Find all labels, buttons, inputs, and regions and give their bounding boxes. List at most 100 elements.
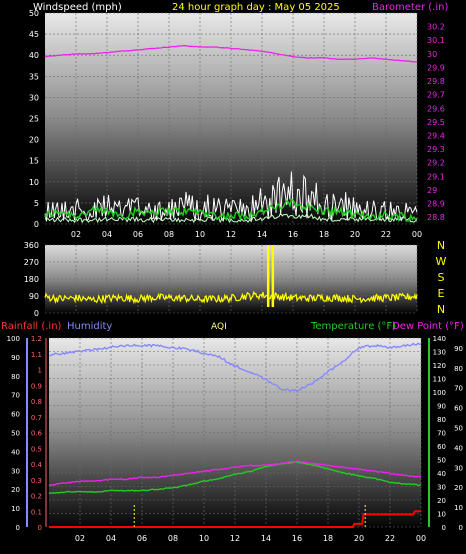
barometer-tick-label: 28.9 (427, 200, 445, 209)
rain-tick-label: 0 (38, 524, 42, 532)
rain-tick-label: 0.8 (31, 398, 42, 406)
barometer-tick-label: 29.1 (427, 172, 445, 181)
temperature-tick-label: 40 (437, 470, 446, 478)
humidity-tick-label: 30 (11, 467, 20, 475)
barometer-line (44, 44, 418, 63)
wind-x-tick-label: 10 (195, 230, 205, 239)
barometer-tick-label: 29.2 (427, 159, 445, 168)
wind-x-tick-label: 16 (288, 230, 298, 239)
wind-axis-ticks: 0 5 10 15 20 25 30 35 40 45 50 (29, 9, 39, 229)
dew-point-line (48, 460, 422, 486)
climate-x-tick-label: 08 (168, 534, 178, 543)
direction-tick-label: 90 (29, 292, 39, 301)
climate-x-tick-label: 02 (75, 534, 85, 543)
temperature-label: Temperature (°F) (310, 321, 396, 332)
rain-tick-label: 1.2 (31, 335, 42, 343)
temperature-tick-label: 10 (437, 511, 446, 519)
dew-point-tick-label: 70 (454, 385, 463, 393)
climate-x-tick-label: 06 (137, 534, 147, 543)
compass-label: N (437, 239, 445, 252)
barometer-tick-label: 29.4 (427, 132, 445, 141)
rain-tick-label: 0.1 (31, 508, 42, 516)
direction-axis-ticks: 0 90 180 270 360 (24, 241, 39, 318)
climate-panel-series (48, 342, 422, 528)
dew-point-tick-label: 40 (454, 444, 463, 452)
humidity-tick-label: 60 (11, 411, 20, 419)
humidity-tick-label: 70 (11, 392, 20, 400)
temperature-tick-label: 60 (437, 443, 446, 451)
barometer-label: Barometer (.in) (372, 2, 448, 13)
compass-label: W (436, 255, 447, 268)
climate-x-tick-label: 00 (416, 534, 426, 543)
direction-tick-label: 270 (24, 258, 39, 267)
climate-x-tick-label: 14 (261, 534, 271, 543)
wind-x-tick-label: 08 (164, 230, 174, 239)
climate-panel-grid (49, 337, 422, 528)
barometer-tick-label: 29 (427, 186, 437, 195)
rain-tick-label: 1 (38, 367, 42, 375)
climate-x-tick-label: 22 (385, 534, 395, 543)
barometer-tick-label: 28.8 (427, 213, 445, 222)
wind-x-tick-label: 00 (412, 230, 422, 239)
dew-point-tick-label: 20 (454, 484, 463, 492)
wind-tick-label: 0 (34, 220, 39, 229)
wind-low-line (44, 212, 418, 224)
climate-x-tick-label: 16 (292, 534, 302, 543)
humidity-tick-label: 50 (11, 430, 20, 438)
climate-x-tick-label: 18 (323, 534, 333, 543)
wind-tick-label: 20 (29, 136, 39, 145)
rain-tick-label: 0.4 (31, 461, 43, 469)
temperature-tick-label: 70 (437, 430, 446, 438)
rainfall-line (49, 510, 421, 528)
temperature-tick-label: 130 (433, 349, 446, 357)
barometer-tick-label: 29.6 (427, 104, 445, 113)
temperature-tick-label: 100 (433, 389, 446, 397)
humidity-tick-label: 100 (7, 335, 20, 343)
humidity-tick-label: 90 (11, 354, 20, 362)
aqi-label: AQI (211, 322, 227, 332)
wind-tick-label: 50 (29, 9, 39, 18)
climate-panel-x-ticks: 02 04 06 08 10 12 14 16 18 20 22 00 (75, 534, 426, 543)
rain-tick-label: 0.7 (31, 414, 42, 422)
dew-point-tick-label: 60 (454, 405, 463, 413)
dew-point-label: Dew Point (°F) (392, 321, 464, 332)
wind-panel-x-ticks: 02 04 06 08 10 12 14 16 18 20 22 00 (71, 230, 422, 239)
temperature-tick-label: 30 (437, 484, 446, 492)
wind-x-tick-label: 12 (226, 230, 236, 239)
temperature-line (48, 461, 422, 494)
rain-tick-label: 0.9 (31, 382, 42, 390)
wind-tick-label: 35 (29, 72, 39, 81)
barometer-tick-label: 30 (427, 50, 437, 59)
rainfall-label: Rainfall (.in) (1, 321, 62, 332)
humidity-tick-label: 10 (11, 505, 20, 513)
climate-x-tick-label: 10 (199, 534, 209, 543)
rain-tick-label: 0.2 (31, 493, 42, 501)
temperature-tick-label: 20 (437, 497, 446, 505)
climate-x-tick-label: 20 (354, 534, 364, 543)
dew-point-tick-label: 0 (459, 524, 463, 532)
windspeed-label: Windspeed (mph) (33, 2, 122, 13)
humidity-tick-label: 0 (16, 524, 20, 532)
climate-panel-axes: 010203040506070809010000.10.20.30.40.50.… (7, 335, 463, 532)
direction-panel-grid (45, 244, 418, 314)
rain-tick-label: 0.3 (31, 477, 42, 485)
wind-tick-label: 5 (34, 199, 39, 208)
temperature-tick-label: 50 (437, 457, 446, 465)
barometer-tick-label: 30.1 (427, 36, 445, 45)
wind-x-tick-label: 22 (381, 230, 391, 239)
wind-tick-label: 10 (29, 178, 39, 187)
climate-x-tick-label: 12 (230, 534, 240, 543)
barometer-tick-label: 29.8 (427, 77, 445, 86)
wind-x-tick-label: 04 (102, 230, 112, 239)
wind-x-tick-label: 18 (319, 230, 329, 239)
humidity-tick-label: 80 (11, 373, 20, 381)
barometer-tick-label: 29.5 (427, 118, 445, 127)
wind-x-tick-label: 02 (71, 230, 81, 239)
barometer-tick-label: 29.9 (427, 63, 445, 72)
compass-label: N (437, 303, 445, 316)
temperature-tick-label: 80 (437, 416, 446, 424)
wind-panel-grid (45, 12, 418, 225)
temperature-tick-label: 120 (433, 362, 446, 370)
